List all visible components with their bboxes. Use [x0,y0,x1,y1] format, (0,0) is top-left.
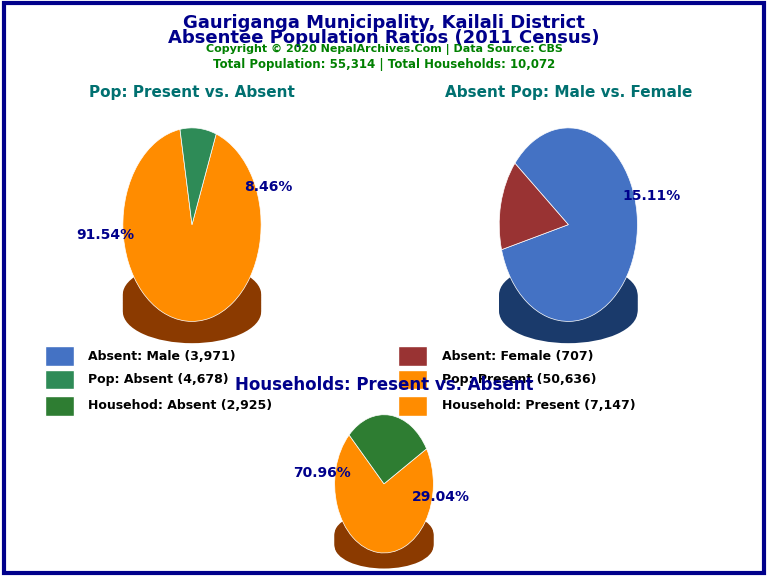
Text: 84.89%: 84.89% [0,575,1,576]
Wedge shape [123,130,261,321]
Ellipse shape [335,512,433,557]
Wedge shape [499,163,568,249]
FancyBboxPatch shape [399,370,427,389]
Ellipse shape [335,516,433,560]
Ellipse shape [499,264,637,327]
Text: Absent: Male (3,971): Absent: Male (3,971) [88,350,236,363]
Wedge shape [349,415,426,484]
FancyBboxPatch shape [399,346,427,366]
Ellipse shape [123,266,261,329]
Wedge shape [502,128,637,321]
Ellipse shape [499,279,637,342]
Ellipse shape [499,274,637,337]
FancyBboxPatch shape [45,346,74,366]
Text: Copyright © 2020 NepalArchives.Com | Data Source: CBS: Copyright © 2020 NepalArchives.Com | Dat… [206,44,562,55]
Wedge shape [335,435,433,553]
Ellipse shape [123,268,261,331]
Ellipse shape [123,274,261,337]
Text: Household: Present (7,147): Household: Present (7,147) [442,399,635,412]
Ellipse shape [335,520,433,565]
Text: 70.96%: 70.96% [293,466,351,480]
Title: Absent Pop: Male vs. Female: Absent Pop: Male vs. Female [445,85,692,100]
Text: Absentee Population Ratios (2011 Census): Absentee Population Ratios (2011 Census) [168,29,600,47]
Ellipse shape [499,277,637,340]
Ellipse shape [499,272,637,335]
Ellipse shape [123,281,261,343]
Ellipse shape [499,269,637,332]
Ellipse shape [499,275,637,339]
Text: 15.11%: 15.11% [622,190,680,203]
Wedge shape [180,128,216,225]
Ellipse shape [123,263,261,326]
Ellipse shape [123,275,261,339]
Ellipse shape [123,277,261,340]
Text: 91.54%: 91.54% [77,228,134,242]
Ellipse shape [335,521,433,566]
Text: Househod: Absent (2,925): Househod: Absent (2,925) [88,399,272,412]
Text: 29.04%: 29.04% [412,490,470,504]
Text: Pop: Present (50,636): Pop: Present (50,636) [442,373,596,386]
Ellipse shape [499,271,637,334]
Ellipse shape [335,517,433,562]
Text: Absent: Female (707): Absent: Female (707) [442,350,593,363]
Ellipse shape [123,269,261,332]
Ellipse shape [123,279,261,342]
Ellipse shape [335,518,433,563]
Ellipse shape [123,271,261,334]
Text: 8.46%: 8.46% [244,180,292,194]
Text: Gauriganga Municipality, Kailali District: Gauriganga Municipality, Kailali Distric… [183,14,585,32]
Ellipse shape [335,524,433,569]
Ellipse shape [335,511,433,556]
Title: Households: Present vs. Absent: Households: Present vs. Absent [235,377,533,395]
Text: Total Population: 55,314 | Total Households: 10,072: Total Population: 55,314 | Total Househo… [213,58,555,71]
FancyBboxPatch shape [399,396,427,415]
Ellipse shape [123,264,261,327]
Ellipse shape [499,263,637,326]
FancyBboxPatch shape [45,370,74,389]
Ellipse shape [335,514,433,559]
Ellipse shape [499,281,637,343]
Ellipse shape [335,519,433,564]
Title: Pop: Present vs. Absent: Pop: Present vs. Absent [89,85,295,100]
Ellipse shape [499,266,637,329]
Ellipse shape [499,268,637,331]
FancyBboxPatch shape [45,396,74,415]
Ellipse shape [335,513,433,558]
Text: Pop: Absent (4,678): Pop: Absent (4,678) [88,373,229,386]
Ellipse shape [335,522,433,567]
Ellipse shape [123,272,261,335]
